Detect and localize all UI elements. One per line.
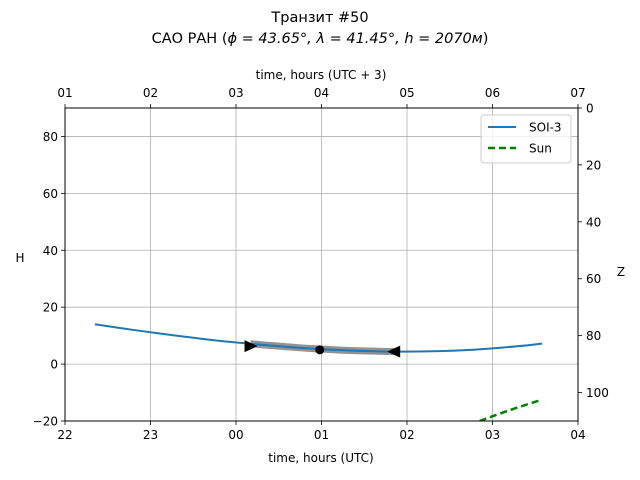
x-tick-label: 04 [570,428,585,442]
chart-title: Транзит #50 [270,10,368,26]
x-tick-label: 02 [399,428,414,442]
plot-area [94,323,543,421]
legend-label-soi: SOI-3 [529,121,562,135]
z-tick-label: 0 [586,102,594,116]
y-tick-label: 20 [43,301,58,315]
transit-end-marker [387,345,401,358]
x-axis-label: time, hours (UTC) [268,451,373,465]
x-top-tick-label: 06 [485,86,500,100]
y-tick-label: 0 [50,358,58,372]
x-top-tick-label: 01 [57,86,72,100]
transit-start-marker [244,340,258,353]
y-tick-label: 80 [43,130,58,144]
x-tick-label: 03 [485,428,500,442]
subtitle-math: ϕ = 43.65°, λ = 41.45°, h = 2070м [227,31,482,47]
subtitle-prefix: САО РАН ( [152,31,228,47]
ticks: 22 01 23 02 00 03 01 04 02 05 03 06 04 07 −20 0 20 40 60 80… [33,86,609,442]
z-tick-label: 80 [586,329,601,343]
z-tick-label: 60 [586,272,601,286]
legend-label-sun: Sun [529,142,552,156]
z-tick-label: 100 [586,386,609,400]
y-tick-label: 40 [43,244,58,258]
z-tick-label: 40 [586,215,601,229]
x-tick-label: 01 [314,428,329,442]
x-top-tick-label: 07 [570,86,585,100]
x-top-tick-label: 03 [228,86,243,100]
x-tick-label: 23 [143,428,158,442]
subtitle-suffix: ) [483,31,489,47]
x-top-tick-label: 02 [143,86,158,100]
x-tick-label: 00 [228,428,243,442]
chart-subtitle: САО РАН (ϕ = 43.65°, λ = 41.45°, h = 207… [152,31,489,47]
x-axis-top-label: time, hours (UTC + 3) [256,68,387,82]
x-top-tick-label: 05 [399,86,414,100]
series-line-sun [479,398,543,421]
x-top-tick-label: 04 [314,86,329,100]
legend: SOI-3 Sun [480,114,572,164]
y-axis-label: H [15,251,24,265]
series-group [94,323,543,421]
y-tick-label: 60 [43,187,58,201]
series-line-soi-3 [94,323,543,353]
z-tick-label: 20 [586,158,601,172]
x-tick-label: 22 [57,428,72,442]
y-tick-label: −20 [33,415,58,429]
transit-mid-marker [315,345,325,355]
y-axis-right-label: Z [617,265,625,279]
